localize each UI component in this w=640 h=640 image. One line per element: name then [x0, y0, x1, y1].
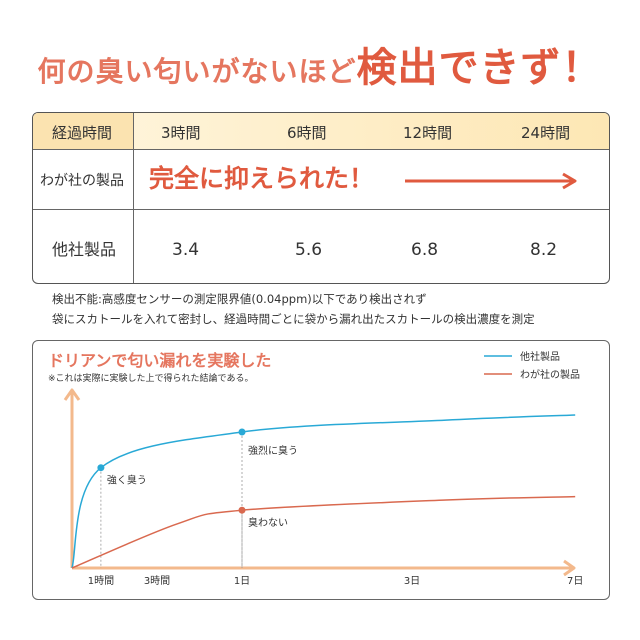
- y-axis-arrowhead: [63, 388, 81, 401]
- annotation-point: [238, 428, 246, 436]
- annotation-label: 強烈に臭う: [248, 444, 298, 457]
- series-line-others: [71, 414, 576, 569]
- table-header-row: 経過時間 3時間 6時間 12時間 24時間: [33, 113, 609, 150]
- legend-label: わが社の製品: [520, 368, 580, 381]
- chart-subtitle: ※これは実際に実験した上で得られた結論である。: [48, 374, 254, 384]
- annotation-point: [97, 464, 105, 472]
- headline-part1: 何の臭い匂いがないほど: [37, 55, 357, 88]
- ours-result-arrow: [405, 172, 577, 190]
- ours-row-label: わが社の製品: [40, 173, 124, 189]
- headline: 何の臭い匂いがないほど検出できず！: [0, 28, 640, 108]
- note-line-1: 検出不能:高感度センサーの測定限界値(0.04ppm)以下であり検出されず: [52, 292, 427, 306]
- note-line-2: 袋にスカトールを入れて密封し、経過時間ごとに袋から漏れ出たスカトールの検出濃度を…: [52, 312, 535, 326]
- header-label: 経過時間: [52, 124, 113, 142]
- x-tick-label: 1時間: [88, 575, 114, 587]
- annotation-label: 強く臭う: [107, 474, 147, 487]
- ours-result-text: 完全に抑えられた！: [149, 164, 375, 193]
- table-row-divider: [33, 209, 609, 210]
- annotation-point: [238, 506, 246, 514]
- header-time-2: 6時間: [287, 124, 327, 142]
- others-value-3: 6.8: [411, 240, 439, 260]
- header-time-1: 3時間: [161, 124, 201, 142]
- others-value-2: 5.6: [295, 240, 323, 260]
- others-value-4: 8.2: [530, 240, 558, 260]
- headline-part2: 検出できず！: [356, 45, 603, 91]
- x-tick-label: 1日: [234, 576, 250, 587]
- chart-panel: [32, 340, 610, 600]
- measurement-notes: 検出不能:高感度センサーの測定限界値(0.04ppm)以下であり検出されず 袋に…: [52, 289, 535, 329]
- header-time-4: 24時間: [521, 124, 571, 142]
- others-row-label: 他社製品: [52, 240, 117, 259]
- x-tick-label: 3日: [404, 576, 420, 587]
- comparison-table: 経過時間 3時間 6時間 12時間 24時間 わが社の製品 完全に抑えられた！ …: [32, 112, 610, 284]
- annotation-label: 臭わない: [248, 516, 288, 529]
- series-line-ours: [71, 495, 576, 569]
- x-tick-label: 7日: [567, 576, 583, 587]
- x-axis-arrowhead: [563, 559, 576, 577]
- header-time-3: 12時間: [403, 124, 453, 142]
- legend-label: 他社製品: [520, 350, 560, 363]
- table-col-divider: [133, 149, 134, 283]
- x-tick-label: 3時間: [144, 575, 170, 587]
- others-value-1: 3.4: [172, 240, 200, 260]
- chart-title: ドリアンで匂い漏れを実験した: [48, 351, 272, 370]
- table-header-label-cell: [33, 113, 134, 149]
- chart-axes: [63, 388, 576, 577]
